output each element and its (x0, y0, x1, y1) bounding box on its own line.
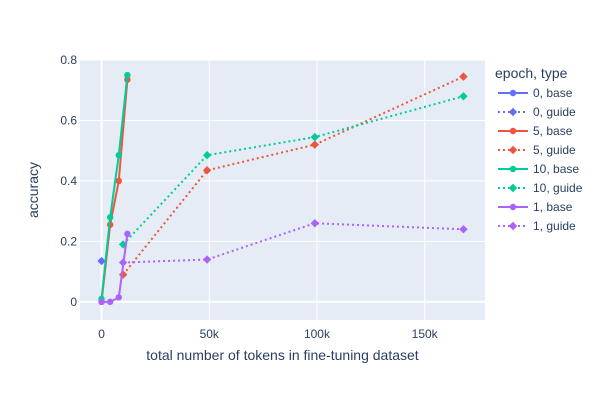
series-1-guide (118, 219, 468, 267)
x-tick-label: 0 (98, 327, 105, 341)
point-1-base[interactable] (115, 294, 122, 301)
grid (80, 59, 485, 320)
legend-item-5-guide[interactable]: 5, guide (498, 143, 576, 157)
y-axis-title: accuracy (25, 162, 41, 218)
legend-label: 0, guide (533, 105, 576, 119)
y-tick-label: 0.6 (60, 113, 77, 127)
legend-label: 10, guide (533, 181, 583, 195)
series-line-5-guide (122, 75, 464, 276)
legend-item-10-guide[interactable]: 10, guide (498, 181, 583, 195)
point-5-guide[interactable] (202, 166, 212, 175)
legend-marker[interactable] (509, 127, 517, 135)
legend[interactable]: epoch, type 0, base 0, guide 5, base 5, gui… (495, 65, 583, 233)
point-1-base[interactable] (124, 230, 131, 238)
x-tick-label: 50k (200, 327, 220, 341)
point-10-guide[interactable] (202, 151, 212, 160)
series-line-10-base (100, 75, 129, 299)
point-1-base[interactable] (106, 298, 114, 306)
point-1-guide[interactable] (118, 258, 128, 267)
legend-marker[interactable] (509, 203, 517, 211)
x-tick-label: 150k (412, 327, 439, 341)
legend-item-1-guide[interactable]: 1, guide (498, 219, 576, 233)
legend-label: 5, base (533, 124, 573, 138)
point-10-guide[interactable] (459, 92, 468, 101)
series-5-guide (118, 72, 468, 279)
legend-label: 0, base (533, 86, 573, 100)
x-tick-label: 100k (304, 327, 331, 341)
legend-label: 5, guide (533, 143, 576, 157)
point-5-guide[interactable] (310, 140, 320, 149)
point-10-base[interactable] (106, 214, 114, 221)
legend-item-1-base[interactable]: 1, base (498, 200, 573, 214)
legend-marker[interactable] (509, 165, 517, 173)
legend-label: 1, base (533, 200, 573, 214)
point-0-guide[interactable] (97, 256, 106, 266)
legend-label: 1, guide (533, 219, 576, 233)
legend-marker[interactable] (508, 107, 518, 117)
legend-item-0-guide[interactable]: 0, guide (498, 105, 576, 119)
plot-area (80, 60, 485, 320)
legend-marker[interactable] (508, 183, 518, 193)
legend-label: 10, base (533, 162, 579, 176)
y-tick-label: 0 (70, 295, 77, 309)
series-0-guide (97, 256, 106, 266)
series-layer (97, 71, 468, 306)
x-axis-title: total number of tokens in fine-tuning da… (146, 347, 419, 363)
legend-marker[interactable] (508, 221, 518, 231)
legend-item-0-base[interactable]: 0, base (498, 86, 573, 100)
point-1-guide[interactable] (459, 225, 468, 234)
point-5-base[interactable] (115, 177, 122, 185)
y-tick-label: 0.2 (60, 234, 77, 248)
y-axis-ticks: 0 0.2 0.4 0.6 0.8 (60, 53, 77, 309)
series-line-1-guide (123, 222, 464, 264)
point-10-base[interactable] (115, 152, 122, 159)
y-tick-label: 0.8 (60, 53, 77, 67)
point-5-guide[interactable] (459, 72, 468, 81)
x-axis-ticks: 0 50k 100k 150k (98, 327, 438, 341)
legend-item-5-base[interactable]: 5, base (498, 124, 573, 138)
point-10-guide[interactable] (310, 132, 320, 142)
legend-item-10-base[interactable]: 10, base (498, 162, 579, 176)
series-line-10-guide (122, 95, 464, 246)
point-10-base[interactable] (124, 71, 131, 79)
legend-title: epoch, type (495, 65, 568, 81)
legend-marker[interactable] (509, 89, 517, 97)
y-tick-label: 0.4 (60, 174, 77, 188)
point-1-base[interactable] (98, 298, 105, 306)
legend-marker[interactable] (508, 145, 518, 155)
point-1-guide[interactable] (310, 219, 320, 228)
point-1-guide[interactable] (202, 255, 212, 264)
